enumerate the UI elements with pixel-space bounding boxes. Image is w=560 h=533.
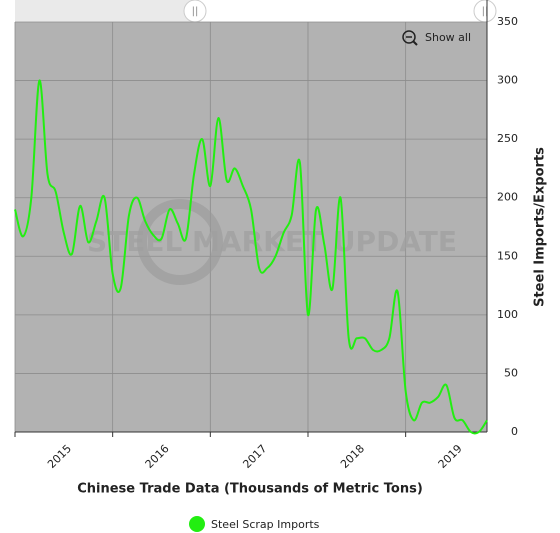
handle-grip: || [192, 6, 199, 17]
x-tick-label: 2017 [240, 442, 269, 471]
data-line [14, 79, 488, 435]
y-axis-title: Steel Imports/Exports [533, 147, 548, 307]
y-tick-label: 250 [497, 132, 518, 145]
legend-swatch[interactable] [189, 516, 205, 532]
y-tick-label: 300 [497, 74, 518, 87]
y-tick-label: 350 [497, 15, 518, 28]
zoom-icon [412, 40, 418, 46]
x-tick-label: 2016 [143, 442, 172, 471]
y-tick-label: 150 [497, 249, 518, 262]
watermark-text: STEEL MARKET UPDATE [87, 225, 457, 258]
y-tick-label: 0 [511, 425, 518, 438]
legend-label[interactable]: Steel Scrap Imports [211, 518, 320, 531]
show-all-button[interactable]: Show all [402, 30, 471, 46]
navigator-window[interactable] [195, 0, 485, 22]
handle-grip: || [482, 6, 489, 17]
x-tick-label: 2018 [338, 442, 367, 471]
x-tick-label: 2019 [436, 442, 465, 471]
x-axis-title: Chinese Trade Data (Thousands of Metric … [77, 482, 423, 497]
y-tick-label: 50 [504, 366, 518, 379]
zoom-icon [402, 30, 416, 44]
y-tick-label: 100 [497, 308, 518, 321]
x-tick-label: 2015 [45, 442, 74, 471]
watermark: STEEL MARKET UPDATE [87, 199, 457, 285]
show-all-label[interactable]: Show all [425, 31, 471, 44]
y-tick-label: 200 [497, 191, 518, 204]
